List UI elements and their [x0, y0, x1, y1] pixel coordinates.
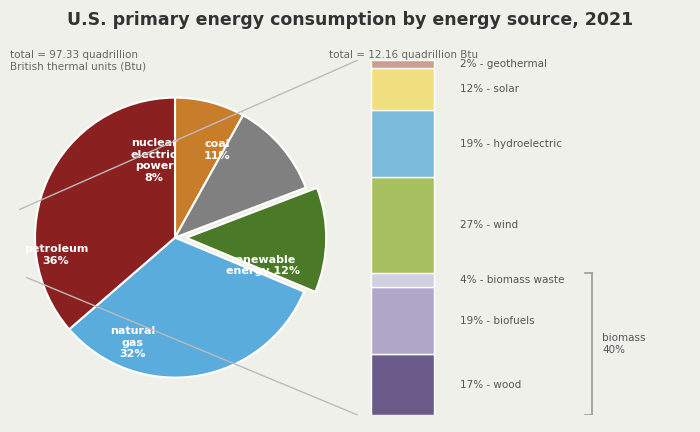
- Text: 27% - wind: 27% - wind: [461, 220, 519, 230]
- Wedge shape: [175, 115, 306, 238]
- Text: 19% - hydroelectric: 19% - hydroelectric: [461, 139, 562, 149]
- Text: total = 97.33 quadrillion
British thermal units (Btu): total = 97.33 quadrillion British therma…: [10, 50, 146, 71]
- Wedge shape: [35, 98, 175, 329]
- Bar: [371, 110, 434, 178]
- Text: natural
gas
32%: natural gas 32%: [111, 326, 155, 359]
- Wedge shape: [186, 188, 326, 292]
- Text: biomass
40%: biomass 40%: [602, 333, 645, 355]
- Bar: [371, 178, 434, 273]
- Text: 19% - biofuels: 19% - biofuels: [461, 316, 535, 326]
- Bar: [371, 60, 434, 67]
- Text: total = 12.16 quadrillion Btu: total = 12.16 quadrillion Btu: [329, 50, 478, 60]
- Bar: [371, 287, 434, 355]
- Text: 2% - geothermal: 2% - geothermal: [461, 59, 547, 69]
- Text: 17% - wood: 17% - wood: [461, 380, 522, 390]
- Text: petroleum
36%: petroleum 36%: [24, 245, 88, 266]
- Bar: [371, 273, 434, 287]
- Wedge shape: [175, 98, 243, 238]
- Text: 4% - biomass waste: 4% - biomass waste: [461, 275, 565, 285]
- Text: renewable
energy 12%: renewable energy 12%: [225, 255, 300, 276]
- Text: U.S. primary energy consumption by energy source, 2021: U.S. primary energy consumption by energ…: [67, 11, 633, 29]
- Text: coal
11%: coal 11%: [204, 139, 230, 161]
- Text: nuclear
electric
power
8%: nuclear electric power 8%: [131, 138, 177, 183]
- Text: 12% - solar: 12% - solar: [461, 84, 519, 94]
- Bar: [371, 67, 434, 110]
- Bar: [371, 355, 434, 415]
- Wedge shape: [69, 238, 304, 378]
